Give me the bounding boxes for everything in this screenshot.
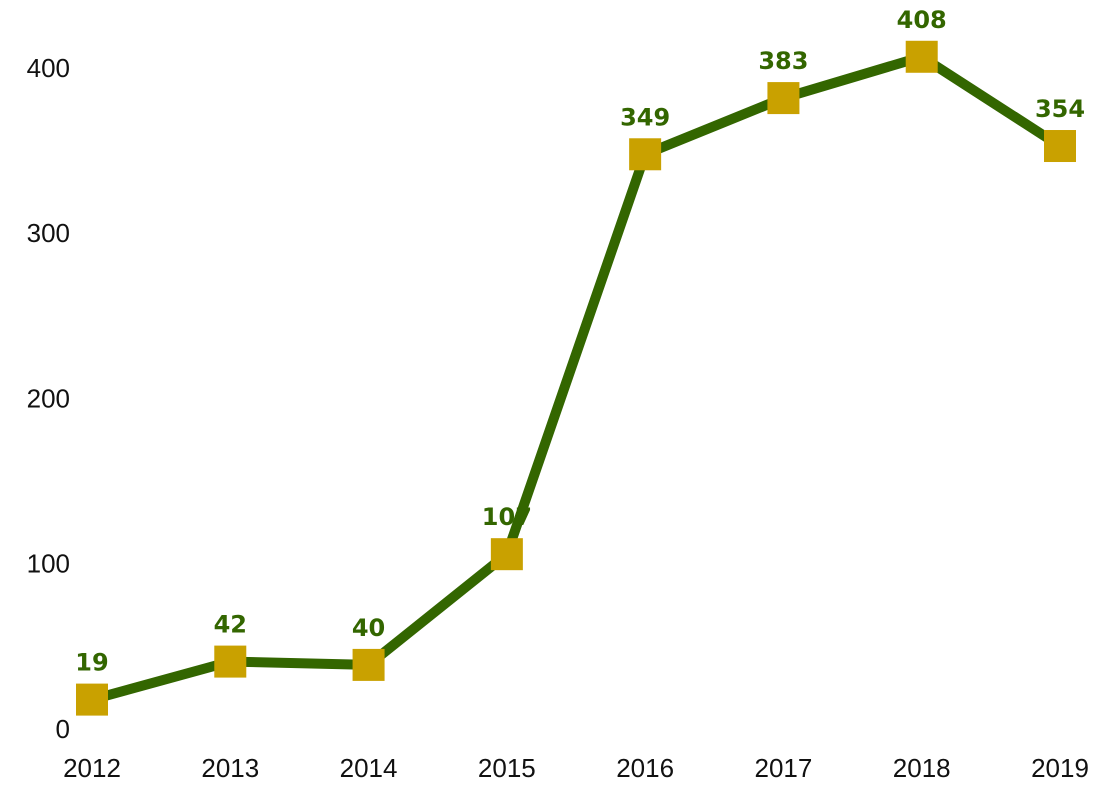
marker: [490, 538, 523, 571]
data-label: 383: [758, 47, 808, 75]
marker: [352, 648, 385, 681]
x-tick-label: 2014: [340, 753, 398, 783]
data-label: 107: [482, 503, 532, 531]
x-tick-label: 2016: [616, 753, 674, 783]
x-tick-label: 2017: [755, 753, 813, 783]
data-label: 349: [620, 103, 670, 131]
marker: [1044, 130, 1076, 163]
x-tick-label: 2012: [63, 753, 121, 783]
marker: [76, 683, 108, 716]
data-label: 19: [75, 649, 108, 677]
x-tick-label: 2019: [1031, 753, 1089, 783]
marker: [905, 40, 938, 73]
data-label: 40: [352, 614, 385, 642]
y-tick-label: 300: [27, 218, 70, 248]
y-tick-label: 200: [27, 383, 70, 413]
x-tick-label: 2015: [478, 753, 536, 783]
y-tick-label: 100: [27, 549, 70, 579]
marker: [767, 82, 800, 115]
line: [90, 51, 1063, 705]
data-label: 408: [897, 6, 947, 34]
x-tick-label: 2018: [893, 753, 951, 783]
y-tick-label: 400: [27, 53, 70, 83]
data-label: 42: [214, 611, 247, 639]
y-tick-label: 0: [56, 714, 70, 744]
marker: [629, 138, 662, 171]
data-label: 354: [1035, 95, 1085, 123]
x-tick-label: 2013: [201, 753, 259, 783]
marker: [214, 645, 247, 678]
